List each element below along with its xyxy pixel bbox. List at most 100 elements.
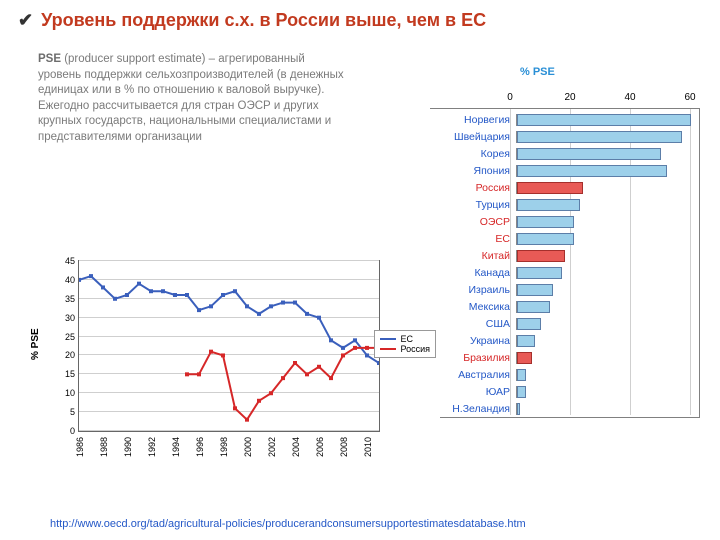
bar-chart-row: Украина bbox=[430, 332, 699, 349]
line-chart-x-tick: 1988 bbox=[99, 437, 109, 457]
line-chart-y-tick: 25 bbox=[65, 332, 79, 342]
line-chart-legend-label: ЕС bbox=[400, 334, 413, 344]
bar-chart-row: Мексика bbox=[430, 298, 699, 315]
bar-chart-bar bbox=[517, 403, 520, 415]
line-chart-legend-swatch bbox=[380, 348, 396, 350]
bar-chart-x-tick: 60 bbox=[684, 92, 695, 103]
bar-chart-category-label: ЮАР bbox=[430, 386, 516, 398]
slide-title: Уровень поддержки с.х. в России выше, че… bbox=[41, 10, 486, 31]
bar-chart-category-label: Израиль bbox=[430, 284, 516, 296]
bar-chart-bar bbox=[517, 182, 583, 194]
bar-chart-bar bbox=[517, 335, 535, 347]
line-chart-series bbox=[187, 348, 379, 420]
bar-chart-bar bbox=[517, 216, 574, 228]
bar-chart-x-tick: 0 bbox=[507, 92, 513, 103]
bar-chart-x-tick: 40 bbox=[624, 92, 635, 103]
bar-chart-title: % PSE bbox=[520, 66, 555, 78]
bar-chart-bar bbox=[517, 352, 532, 364]
bar-chart-row: Бразилия bbox=[430, 349, 699, 366]
line-chart-series bbox=[79, 276, 379, 363]
bar-chart-row: Канада bbox=[430, 264, 699, 281]
bar-chart-plot-area: Норвегия Швейцария Корея Япония Россия Турция… bbox=[430, 108, 700, 418]
bar-chart-x-tick: 20 bbox=[564, 92, 575, 103]
line-chart-legend-item: Россия bbox=[380, 344, 430, 354]
bar-chart-category-label: Турция bbox=[430, 199, 516, 211]
bar-chart-row: Н.Зеландия bbox=[430, 400, 699, 417]
bar-chart-bar bbox=[517, 233, 574, 245]
line-chart-y-tick: 30 bbox=[65, 313, 79, 323]
bar-chart-bar bbox=[517, 148, 661, 160]
line-chart-x-tick: 1990 bbox=[123, 437, 133, 457]
bar-chart-row: Австралия bbox=[430, 366, 699, 383]
line-chart-x-tick: 1998 bbox=[219, 437, 229, 457]
line-chart-x-tick: 2010 bbox=[363, 437, 373, 457]
line-chart-x-tick: 1994 bbox=[171, 437, 181, 457]
bar-chart-row: Корея bbox=[430, 145, 699, 162]
line-chart-legend-item: ЕС bbox=[380, 334, 430, 344]
bar-chart-row: Швейцария bbox=[430, 128, 699, 145]
line-chart-y-tick: 0 bbox=[70, 426, 79, 436]
line-chart-legend: ЕСРоссия bbox=[374, 330, 436, 358]
bar-chart-category-label: ОЭСР bbox=[430, 216, 516, 228]
bar-chart-category-label: Мексика bbox=[430, 301, 516, 313]
line-chart-legend-swatch bbox=[380, 338, 396, 340]
bar-chart-bar bbox=[517, 131, 682, 143]
bar-chart-bar bbox=[517, 318, 541, 330]
bar-chart-row: ОЭСР bbox=[430, 213, 699, 230]
bar-chart-row: Россия bbox=[430, 179, 699, 196]
line-chart-y-tick: 35 bbox=[65, 294, 79, 304]
line-chart-x-tick: 2000 bbox=[243, 437, 253, 457]
bar-chart-category-label: Украина bbox=[430, 335, 516, 347]
line-chart-x-tick: 2006 bbox=[315, 437, 325, 457]
bar-chart-bar bbox=[517, 369, 526, 381]
pse-bar-chart: 0 20 40 60 Норвегия Швейцария Корея Япония Росс… bbox=[430, 90, 700, 418]
line-chart-svg bbox=[79, 261, 379, 431]
bar-chart-category-label: Н.Зеландия bbox=[430, 403, 516, 415]
bar-chart-category-label: Канада bbox=[430, 267, 516, 279]
bar-chart-row: Турция bbox=[430, 196, 699, 213]
line-chart-x-tick: 2004 bbox=[291, 437, 301, 457]
bar-chart-row: Норвегия bbox=[430, 111, 699, 128]
bar-chart-category-label: ЕС bbox=[430, 233, 516, 245]
bar-chart-row: США bbox=[430, 315, 699, 332]
bar-chart-category-label: Китай bbox=[430, 250, 516, 262]
bar-chart-row: Япония bbox=[430, 162, 699, 179]
bar-chart-x-axis: 0204060 bbox=[510, 90, 690, 108]
pse-description: PSE (producer support estimate) – агреги… bbox=[38, 52, 348, 145]
bar-chart-category-label: США bbox=[430, 318, 516, 330]
line-chart-y-tick: 20 bbox=[65, 350, 79, 360]
pse-acronym: PSE bbox=[38, 53, 61, 65]
line-chart-plot-area: 0510152025303540451986198819901992199419… bbox=[78, 260, 380, 432]
slide-title-row: ✔ Уровень поддержки с.х. в России выше, … bbox=[0, 0, 720, 35]
bar-chart-row: Израиль bbox=[430, 281, 699, 298]
bar-chart-bar bbox=[517, 267, 562, 279]
line-chart-x-tick: 2008 bbox=[339, 437, 349, 457]
bar-chart-category-label: Корея bbox=[430, 148, 516, 160]
bar-chart-category-label: Австралия bbox=[430, 369, 516, 381]
bar-chart-bar bbox=[517, 165, 667, 177]
line-chart-y-label: % PSE bbox=[30, 328, 41, 360]
line-chart-y-tick: 45 bbox=[65, 256, 79, 266]
bar-chart-category-label: Россия bbox=[430, 182, 516, 194]
bar-chart-row: Китай bbox=[430, 247, 699, 264]
bar-chart-bar bbox=[517, 301, 550, 313]
line-chart-x-tick: 1992 bbox=[147, 437, 157, 457]
source-url-link[interactable]: http://www.oecd.org/tad/agricultural-pol… bbox=[50, 518, 526, 530]
bar-chart-bar bbox=[517, 386, 526, 398]
bar-chart-bar bbox=[517, 284, 553, 296]
bar-chart-category-label: Бразилия bbox=[430, 352, 516, 364]
bar-chart-bar bbox=[517, 250, 565, 262]
line-chart-x-tick: 1986 bbox=[75, 437, 85, 457]
pse-line-chart: % PSE 0510152025303540451986198819901992… bbox=[28, 250, 440, 480]
bar-chart-bar bbox=[517, 114, 691, 126]
bar-chart-category-label: Япония bbox=[430, 165, 516, 177]
bar-chart-category-label: Швейцария bbox=[430, 131, 516, 143]
line-chart-x-tick: 1996 bbox=[195, 437, 205, 457]
pse-definition-text: (producer support estimate) – агрегирова… bbox=[38, 53, 344, 143]
bar-chart-row: ЕС bbox=[430, 230, 699, 247]
checkmark-icon: ✔ bbox=[18, 10, 33, 31]
line-chart-y-tick: 15 bbox=[65, 369, 79, 379]
line-chart-y-tick: 40 bbox=[65, 275, 79, 285]
line-chart-y-tick: 5 bbox=[70, 407, 79, 417]
bar-chart-row: ЮАР bbox=[430, 383, 699, 400]
